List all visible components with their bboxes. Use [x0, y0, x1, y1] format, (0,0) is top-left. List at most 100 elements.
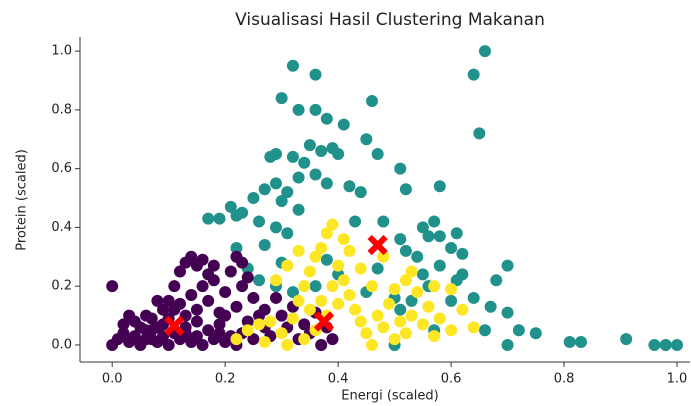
- point: [230, 250, 243, 263]
- point: [185, 289, 198, 302]
- point: [162, 294, 175, 307]
- point: [399, 274, 412, 287]
- point: [416, 268, 429, 281]
- point: [445, 283, 458, 296]
- point: [326, 218, 339, 231]
- point: [275, 309, 288, 322]
- y-tick-label: 0.0: [51, 337, 72, 352]
- point: [236, 206, 249, 219]
- point: [117, 318, 130, 331]
- point: [202, 268, 215, 281]
- point: [219, 309, 232, 322]
- point: [309, 250, 322, 263]
- point: [247, 291, 260, 304]
- point: [366, 280, 379, 293]
- point: [512, 324, 525, 337]
- point: [354, 186, 367, 199]
- point: [332, 259, 345, 272]
- point: [213, 327, 226, 340]
- point: [145, 333, 158, 346]
- point: [236, 280, 249, 293]
- point: [309, 168, 322, 181]
- point: [428, 330, 441, 343]
- centroid: [313, 311, 335, 332]
- point: [428, 215, 441, 228]
- point: [269, 177, 282, 190]
- point: [213, 212, 226, 225]
- point: [478, 324, 491, 337]
- point: [303, 139, 316, 152]
- point: [202, 294, 215, 307]
- point: [286, 150, 299, 163]
- point: [303, 265, 316, 278]
- point: [563, 336, 576, 349]
- point: [162, 338, 175, 351]
- point: [275, 194, 288, 207]
- point: [281, 259, 294, 272]
- point: [309, 103, 322, 116]
- point: [484, 300, 497, 313]
- point: [433, 180, 446, 193]
- point: [224, 265, 237, 278]
- point: [247, 192, 260, 205]
- point: [394, 303, 407, 316]
- point: [269, 221, 282, 234]
- point: [213, 318, 226, 331]
- point: [671, 338, 684, 351]
- point: [349, 215, 362, 228]
- point: [298, 156, 311, 169]
- point: [478, 45, 491, 58]
- point: [292, 203, 305, 216]
- point: [399, 183, 412, 196]
- point: [315, 338, 328, 351]
- point: [230, 300, 243, 313]
- point: [433, 230, 446, 243]
- point: [298, 280, 311, 293]
- point: [337, 233, 350, 246]
- point: [320, 112, 333, 125]
- point: [450, 274, 463, 287]
- point: [354, 262, 367, 275]
- point: [360, 327, 373, 340]
- point: [196, 253, 209, 266]
- point: [117, 327, 130, 340]
- point: [648, 338, 661, 351]
- x-tick-label: 0.8: [554, 372, 575, 387]
- point: [247, 333, 260, 346]
- point: [241, 271, 254, 284]
- point: [320, 227, 333, 240]
- point: [275, 92, 288, 105]
- point: [388, 333, 401, 346]
- point: [168, 303, 181, 316]
- point: [405, 265, 418, 278]
- point: [275, 327, 288, 340]
- point: [501, 259, 514, 272]
- point: [326, 333, 339, 346]
- point: [241, 315, 254, 328]
- point: [501, 338, 514, 351]
- point: [157, 303, 170, 316]
- point: [405, 309, 418, 322]
- point: [416, 221, 429, 234]
- point: [433, 312, 446, 325]
- point: [185, 250, 198, 263]
- x-tick-label: 0.0: [102, 372, 123, 387]
- point: [190, 315, 203, 328]
- point: [253, 318, 266, 331]
- point: [151, 294, 164, 307]
- point: [281, 227, 294, 240]
- point: [377, 321, 390, 334]
- point: [467, 291, 480, 304]
- point: [292, 171, 305, 184]
- point: [574, 336, 587, 349]
- x-tick-label: 1.0: [667, 372, 688, 387]
- point: [422, 300, 435, 313]
- x-tick-label: 0.6: [441, 372, 462, 387]
- point: [445, 241, 458, 254]
- point: [332, 297, 345, 310]
- point: [269, 291, 282, 304]
- centroid: [164, 315, 185, 336]
- point: [173, 265, 186, 278]
- point: [377, 250, 390, 263]
